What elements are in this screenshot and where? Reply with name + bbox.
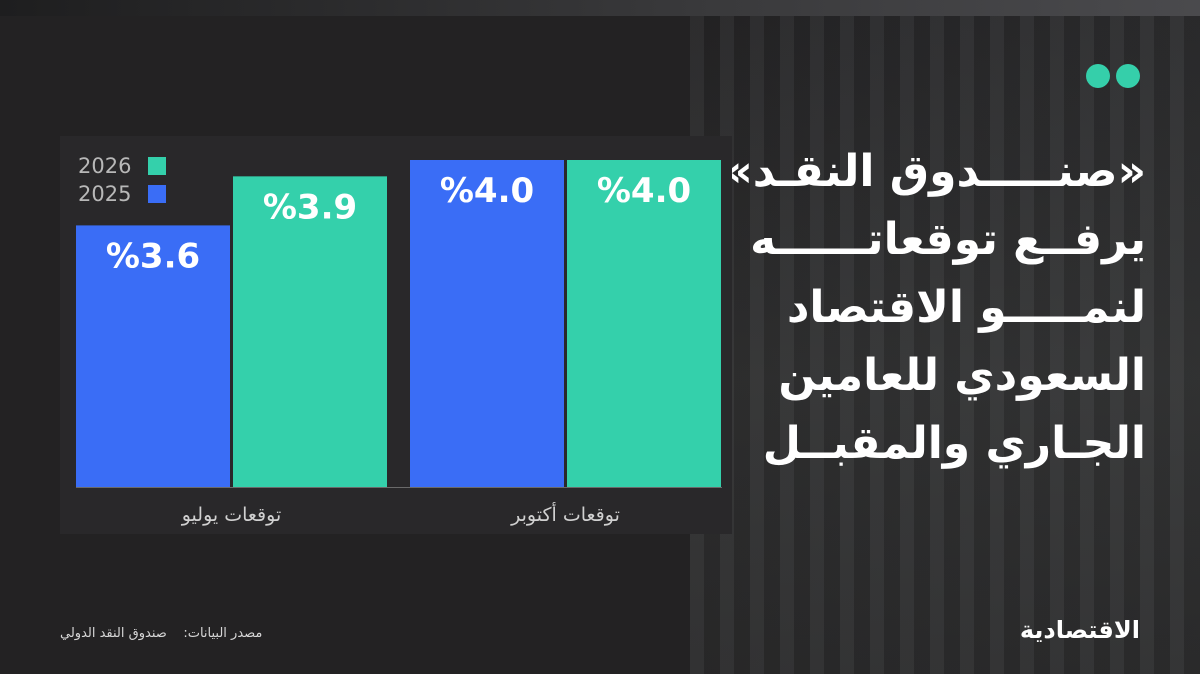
- top-strip: [0, 0, 1200, 16]
- legend-label-2026: 2026: [78, 154, 132, 178]
- chart-svg: %3.6 %3.9 توقعات يوليو %4.0 %4.0 توقعات أكتوب…: [76, 160, 722, 526]
- headline-line-2: يرفــع توقعاتــــــه: [750, 214, 1146, 265]
- bar-2026-0: [233, 176, 387, 487]
- category-label-1: توقعات أكتوبر: [510, 502, 620, 526]
- brand-dots: [1086, 64, 1140, 88]
- legend-item-2026: 2026: [78, 152, 166, 180]
- bar-2025-0: [76, 225, 230, 487]
- bar-2026-1: [567, 160, 721, 487]
- bar-2025-1: [410, 160, 564, 487]
- headline: «صنـــــدوق النقـد» يرفــع توقعاتــــــه…: [724, 138, 1146, 478]
- brand-logo: الاقتصادية: [1019, 616, 1140, 644]
- source-label: مصدر البيانات:: [183, 626, 263, 641]
- data-label-2026-1: %4.0: [597, 171, 691, 211]
- legend-swatch-2025: [148, 185, 166, 203]
- legend-swatch-2026: [148, 157, 166, 175]
- source-value: صندوق النقد الدولي: [60, 626, 167, 641]
- bar-chart: %3.6 %3.9 توقعات يوليو %4.0 %4.0 توقعات أكتوب…: [60, 136, 732, 534]
- headline-line-5: الجـاري والمقبــل: [762, 418, 1146, 469]
- headline-line-3: لنمـــــو الاقتصاد: [786, 282, 1146, 333]
- data-label-2025-0: %3.6: [106, 236, 200, 276]
- legend-item-2025: 2025: [78, 180, 166, 208]
- dot-icon: [1086, 64, 1110, 88]
- category-label-0: توقعات يوليو: [181, 504, 282, 526]
- headline-line-1: «صنـــــدوق النقـد»: [724, 146, 1146, 197]
- data-label-2026-0: %3.9: [263, 187, 357, 227]
- source-note: مصدر البيانات: صندوق النقد الدولي: [60, 626, 262, 641]
- dot-icon: [1116, 64, 1140, 88]
- city-background-image: [690, 16, 1200, 674]
- headline-line-4: السعودي للعامين: [778, 350, 1146, 401]
- legend-label-2025: 2025: [78, 182, 132, 206]
- chart-legend: 2026 2025: [78, 152, 166, 208]
- data-label-2025-1: %4.0: [440, 171, 534, 211]
